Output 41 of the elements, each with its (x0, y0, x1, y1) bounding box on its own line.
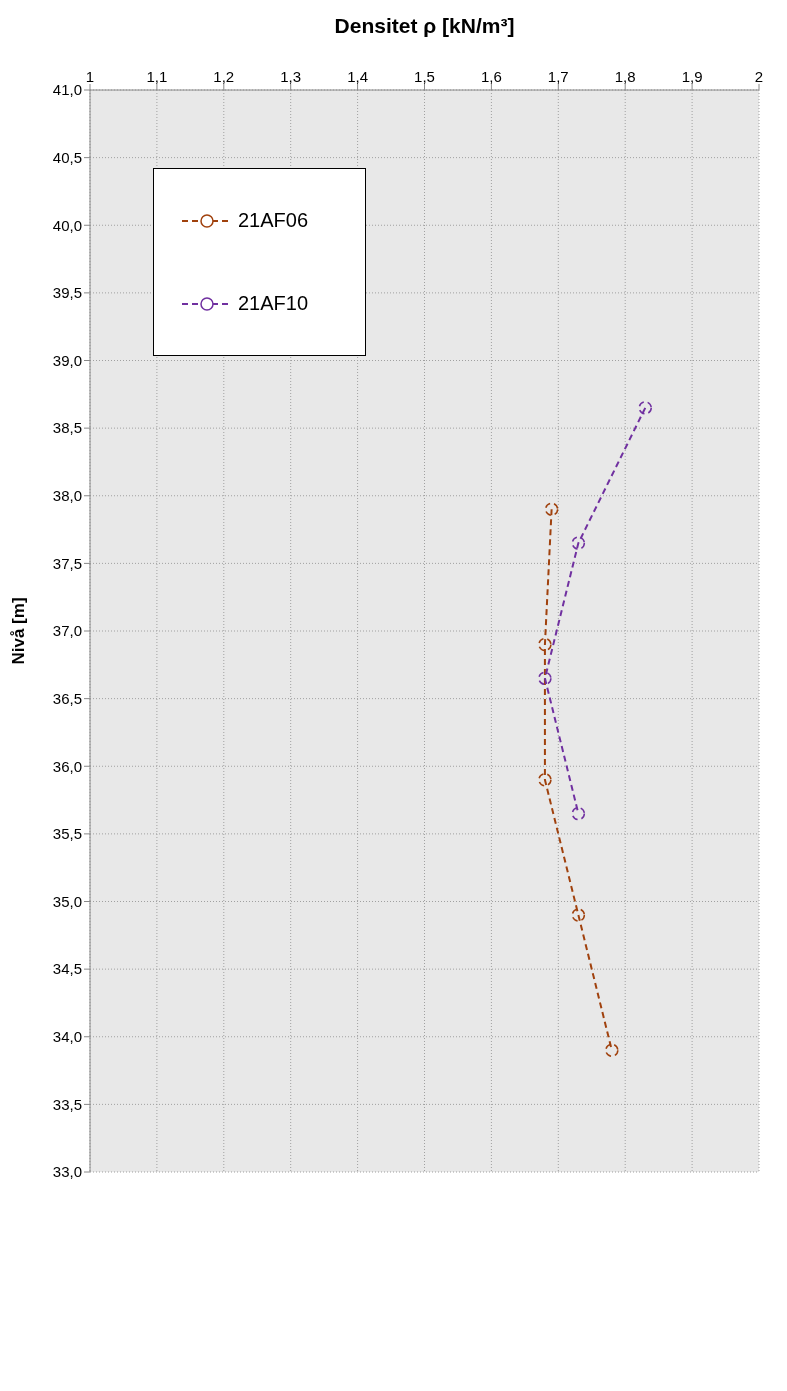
x-tick-label: 1,2 (213, 68, 235, 85)
y-tick-label: 37,0 (52, 622, 82, 640)
y-tick-label: 37,5 (52, 554, 82, 572)
y-tick-label: 39,5 (52, 284, 82, 302)
point (538, 773, 552, 787)
y-tick-label: 40,0 (52, 216, 82, 234)
point (544, 502, 559, 517)
y-tick-label: 34,0 (52, 1028, 82, 1046)
x-tick-label: 1 (85, 68, 95, 85)
legend-label: 21AF10 (238, 292, 309, 315)
y-tick-label: 36,5 (52, 689, 82, 707)
x-tick-label: 1,6 (480, 68, 502, 85)
y-tick-label: 33,0 (52, 1163, 82, 1181)
point (538, 671, 552, 686)
x-tick-label: 1,7 (547, 68, 569, 85)
y-tick-label: 39,0 (52, 351, 82, 369)
point (538, 637, 552, 652)
y-tick-label: 40,5 (52, 148, 82, 166)
x-tick-label: 1,1 (146, 68, 168, 85)
point (571, 806, 586, 821)
y-tick-label: 35,0 (52, 892, 82, 910)
y-tick-label: 38,0 (52, 487, 82, 505)
x-axis-title: Densitet ρ [kN/m³] (334, 13, 515, 37)
y-axis-title: Nivå [m] (9, 597, 29, 665)
x-tick-label: 1,4 (347, 68, 369, 85)
y-tick-label: 33,5 (52, 1095, 82, 1113)
x-tick-label: 1,8 (614, 68, 636, 85)
y-tick-label: 35,5 (52, 825, 82, 843)
x-tick-label: 2 (754, 68, 764, 85)
y-tick-label: 41,0 (52, 81, 82, 99)
y-tick-label: 34,5 (52, 960, 82, 978)
point (605, 1043, 619, 1058)
x-tick-label: 1,3 (280, 68, 302, 85)
legend-label: 21AF06 (238, 209, 309, 232)
x-tick-label: 1,5 (414, 68, 435, 85)
y-tick-label: 36,0 (52, 757, 82, 775)
point (571, 908, 586, 922)
x-tick-label: 1,9 (681, 68, 703, 85)
y-tick-label: 38,5 (52, 419, 82, 437)
point (638, 401, 653, 415)
point (571, 536, 586, 550)
